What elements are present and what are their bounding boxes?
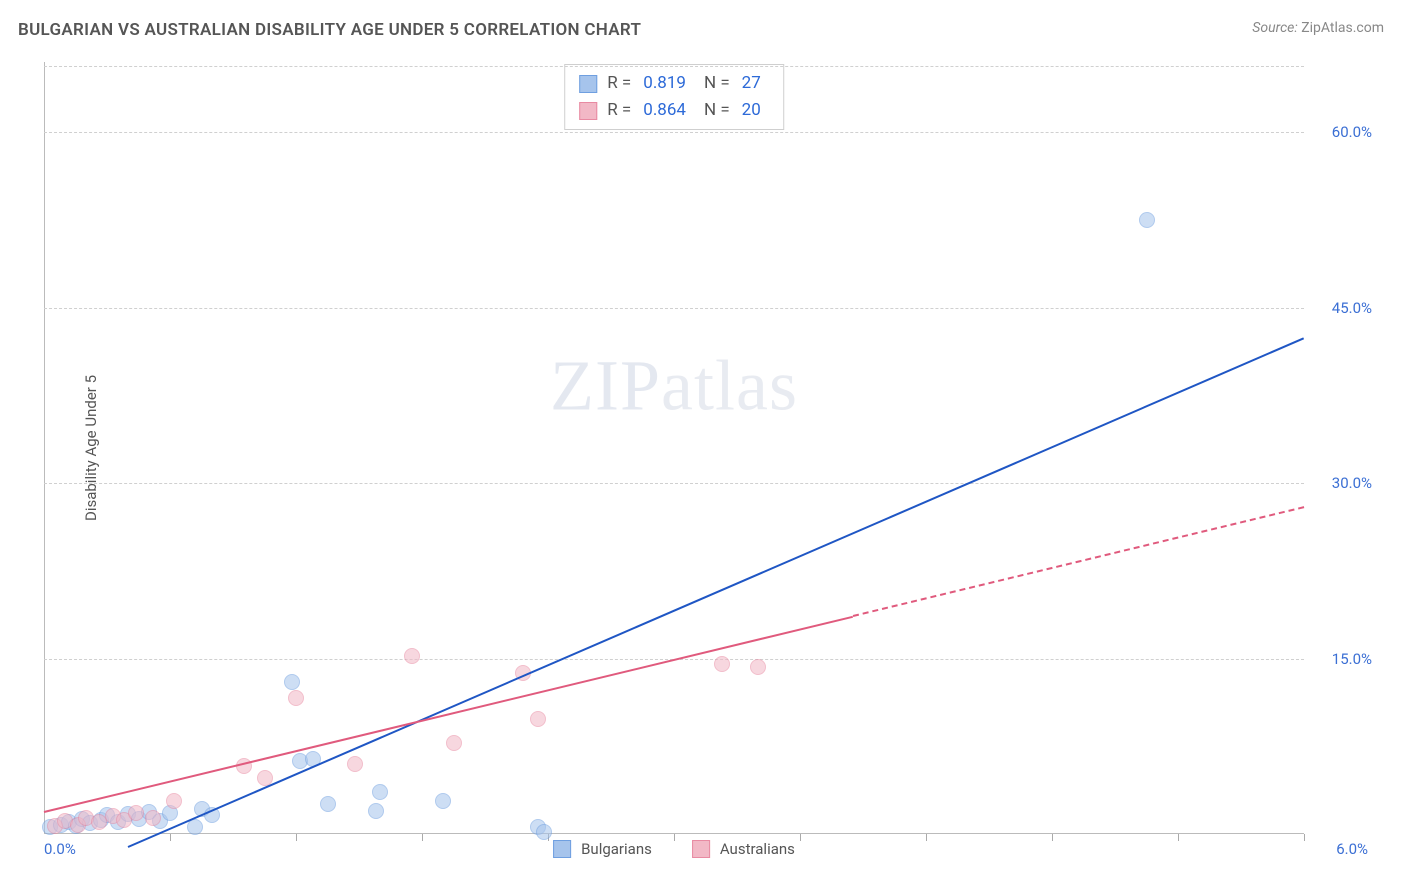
x-tick [1304,834,1305,841]
stats-n-value: 20 [742,97,761,124]
stats-row: R = 0.864 N = 20 [579,97,769,124]
x-tick [1178,834,1179,841]
data-point [530,711,546,727]
legend-swatch [692,840,710,858]
stats-n-label: N = [704,70,730,97]
y-tick-label: 15.0% [1332,650,1372,668]
scatter-plot: ZIPatlas R =0.819N =27R =0.864N =20 0.0%… [44,62,1304,834]
gridline [44,308,1304,309]
legend-item: Australians [692,840,795,858]
trend-line [852,507,1304,618]
watermark-light: atlas [661,346,798,426]
source-value: ZipAtlas.com [1301,20,1384,36]
y-tick-label: 30.0% [1332,474,1372,492]
legend-swatch [553,840,571,858]
series-legend: Bulgarians Australians [553,840,795,858]
stats-r-value: 0.819 [643,70,686,97]
watermark: ZIPatlas [550,345,798,428]
stats-r-label: R = [607,70,631,97]
gridline [44,132,1304,133]
chart-title: BULGARIAN VS AUSTRALIAN DISABILITY AGE U… [18,20,641,40]
x-tick [1052,834,1053,841]
data-point [284,674,300,690]
y-tick-label: 45.0% [1332,299,1372,317]
source-credit: Source: ZipAtlas.com [1252,20,1384,36]
data-point [435,793,451,809]
x-end-label: 6.0% [1336,840,1368,858]
x-tick [296,834,297,841]
watermark-strong: ZIP [550,346,661,426]
data-point [145,810,161,826]
stats-legend: R = 0.819 N = 27 R = 0.864 N = 20 [564,64,784,130]
gridline [44,66,1304,67]
stats-r-value: 0.864 [643,97,686,124]
x-tick [170,834,171,841]
chart-area: Disability Age Under 5 ZIPatlas R =0.819… [44,62,1384,834]
source-label: Source: [1252,20,1297,36]
gridline [44,483,1304,484]
x-tick [674,834,675,841]
x-origin-label: 0.0% [44,840,76,858]
data-point [368,803,384,819]
y-axis-line [44,62,45,834]
y-tick-label: 60.0% [1332,123,1372,141]
data-point [1139,212,1155,228]
legend-label: Australians [720,840,795,858]
stats-r-label: R = [607,97,631,124]
trend-line [128,337,1305,848]
data-point [128,805,144,821]
data-point [320,796,336,812]
x-tick [422,834,423,841]
legend-item: Bulgarians [553,840,652,858]
x-tick [926,834,927,841]
data-point [288,690,304,706]
stats-n-label: N = [704,97,730,124]
stats-row: R = 0.819 N = 27 [579,70,769,97]
data-point [446,735,462,751]
data-point [536,824,552,840]
trend-line [44,615,853,812]
data-point [347,756,363,772]
legend-swatch [579,75,597,93]
data-point [372,784,388,800]
legend-swatch [579,102,597,120]
legend-label: Bulgarians [581,840,652,858]
data-point [91,814,107,830]
data-point [404,648,420,664]
stats-n-value: 27 [742,70,761,97]
data-point [714,656,730,672]
data-point [750,659,766,675]
x-tick [800,834,801,841]
data-point [166,793,182,809]
